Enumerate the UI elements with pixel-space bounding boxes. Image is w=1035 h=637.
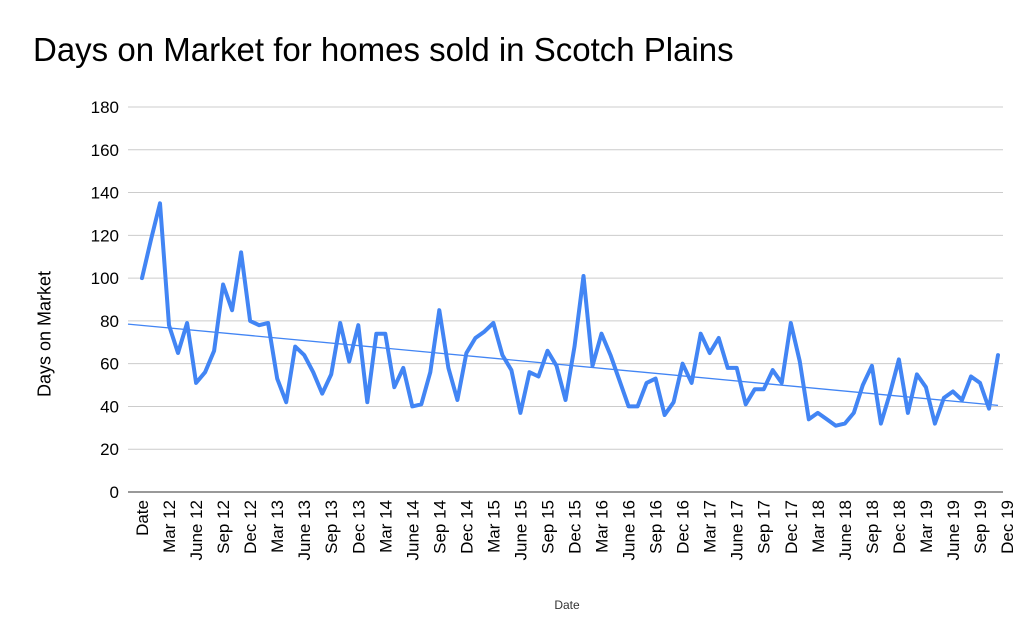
x-tick-label: Mar 13 [268, 500, 287, 553]
x-tick-label: June 14 [403, 500, 422, 561]
x-tick-label: Mar 19 [917, 500, 936, 553]
x-tick-label: Mar 16 [593, 500, 612, 553]
x-tick-label: Dec 13 [349, 500, 368, 554]
x-tick-label: June 13 [295, 500, 314, 561]
x-tick-label: Dec 18 [890, 500, 909, 554]
x-tick-label: Dec 15 [566, 500, 585, 554]
x-tick-label: June 16 [620, 500, 639, 561]
y-tick-label: 40 [100, 397, 119, 416]
chart-title: Days on Market for homes sold in Scotch … [33, 31, 734, 68]
x-tick-label: June 18 [836, 500, 855, 561]
x-tick-label: Mar 12 [160, 500, 179, 553]
x-axis-label: Date [554, 598, 580, 612]
y-tick-label: 160 [91, 141, 119, 160]
y-tick-label: 60 [100, 355, 119, 374]
x-tick-label: Sep 14 [430, 500, 449, 554]
x-tick-label: Dec 19 [998, 500, 1017, 554]
x-tick-label: June 12 [187, 500, 206, 561]
x-tick-label: Sep 12 [214, 500, 233, 554]
y-tick-label: 80 [100, 312, 119, 331]
x-tick-labels: Date Mar 12 June 12 Sep 12 Dec 12 Mar 13 June … [133, 500, 1017, 561]
x-tick-label: Sep 15 [538, 500, 557, 554]
x-tick-label: Sep 17 [755, 500, 774, 554]
x-tick-label: Dec 14 [457, 500, 476, 554]
x-tick-label: June 17 [728, 500, 747, 561]
x-tick-label: Mar 15 [484, 500, 503, 553]
x-tick-label: Sep 19 [971, 500, 990, 554]
x-tick-label: June 19 [944, 500, 963, 561]
y-tick-label: 140 [91, 184, 119, 203]
x-tick-label: June 15 [511, 500, 530, 561]
x-tick-label: Sep 16 [647, 500, 666, 554]
x-tick-label: Dec 16 [674, 500, 693, 554]
y-tick-label: 180 [91, 98, 119, 117]
y-tick-label: 20 [100, 440, 119, 459]
y-tick-labels: 0 20 40 60 80 100 120 140 160 180 [91, 98, 119, 502]
x-tick-label: Dec 12 [241, 500, 260, 554]
grid-lines [128, 106, 1003, 450]
y-tick-label: 100 [91, 269, 119, 288]
x-tick-label: Mar 18 [809, 500, 828, 553]
x-tick-label: Sep 13 [322, 500, 341, 554]
x-tick-label: Mar 14 [376, 500, 395, 553]
y-tick-label: 120 [91, 226, 119, 245]
x-tick-label: Sep 18 [863, 500, 882, 554]
series-line-days-on-market [140, 201, 1000, 428]
x-tick-label: Mar 17 [701, 500, 720, 553]
x-tick-label: Date [133, 500, 152, 536]
x-tick-label: Dec 17 [782, 500, 801, 554]
trend-line [127, 323, 999, 407]
y-tick-label: 0 [110, 483, 119, 502]
